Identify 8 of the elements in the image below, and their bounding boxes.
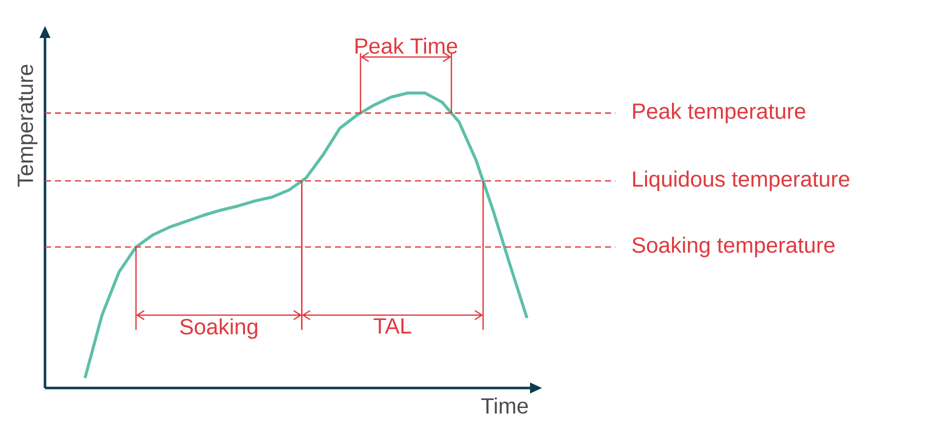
y-axis-title: Temperature [18,64,38,187]
text: Peak Time [356,38,458,54]
ref-line-label: Soaking temperature [632,236,835,258]
ref-line-label: Peak temperature [633,102,806,124]
annotation: Soaking [180,318,258,339]
x-axis-title: Time [481,398,528,414]
ref-line-label: Liquidous temperature [633,170,850,192]
annotation: TAL [374,318,412,334]
